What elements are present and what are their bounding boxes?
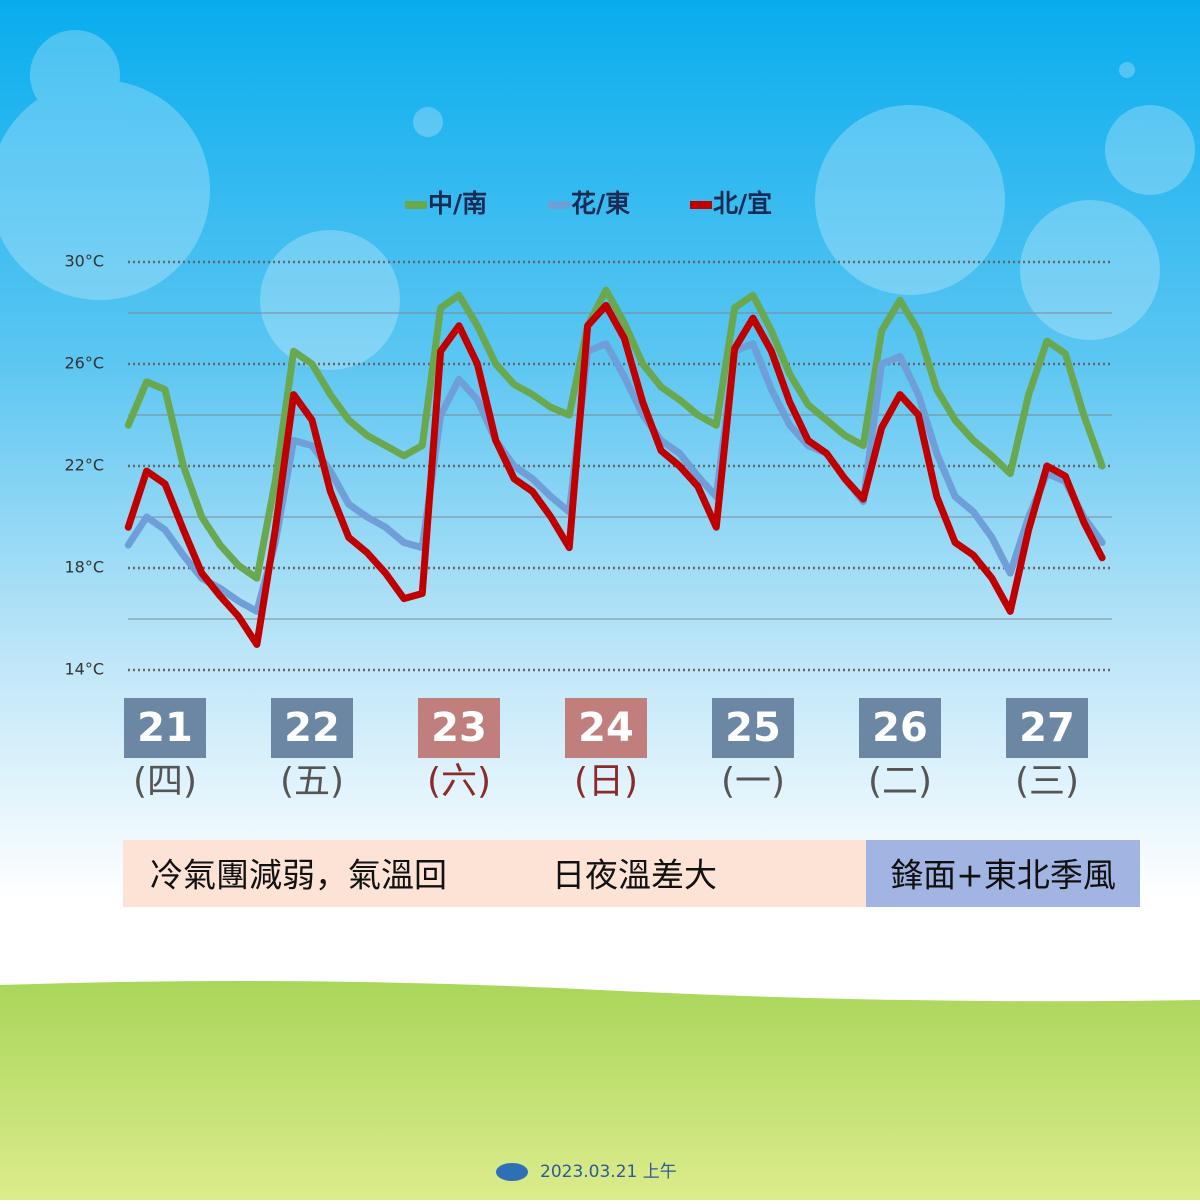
day-box — [712, 698, 794, 758]
banner-left — [123, 840, 866, 907]
y-tick-label: 30°C — [64, 252, 104, 271]
day-weekday: (六) — [427, 761, 491, 802]
banner-text: 冷氣團減弱，氣溫回 — [150, 856, 447, 895]
day-box — [565, 698, 647, 758]
banner-right — [866, 840, 1140, 907]
day-weekday: (三) — [1015, 761, 1079, 802]
legend-swatch — [548, 201, 570, 209]
legend-label: 北/宜 — [713, 189, 772, 218]
day-date: 25 — [725, 705, 781, 751]
logo — [496, 1163, 528, 1181]
lines — [124, 286, 1106, 648]
legend: 中/南 花/東 北/宜 — [405, 189, 772, 218]
legend-label: 花/東 — [571, 189, 630, 218]
day-weekday: (四) — [133, 761, 197, 802]
day-weekday: (二) — [868, 761, 932, 802]
day-weekday: (日) — [574, 761, 638, 802]
day-date: 22 — [284, 705, 340, 751]
day-weekday: (五) — [280, 761, 344, 802]
day-box — [124, 698, 206, 758]
clouds — [0, 30, 1195, 370]
legend-label: 中/南 — [428, 189, 487, 218]
day-box — [859, 698, 941, 758]
legend-swatch — [405, 201, 427, 209]
series-line — [124, 340, 1106, 615]
day-date: 21 — [137, 705, 193, 751]
y-tick-label: 26°C — [64, 354, 104, 373]
series-line — [124, 286, 1106, 582]
day-date: 27 — [1019, 705, 1075, 751]
day-box — [1006, 698, 1088, 758]
legend-swatch — [690, 201, 712, 209]
y-tick-label: 22°C — [64, 456, 104, 475]
footer: 2023.03.21 上午 — [540, 1162, 677, 1182]
day-labels: 21 (四) 22 (五) 23 (六) 24 (日) 25 (一) 26 (二) 27 (三) — [124, 698, 1088, 802]
y-tick-label: 18°C — [64, 558, 104, 577]
grass — [0, 981, 1200, 1200]
banner-text: 鋒面+東北季風 — [890, 856, 1116, 895]
day-weekday: (一) — [721, 761, 785, 802]
day-date: 26 — [872, 705, 928, 751]
day-box — [418, 698, 500, 758]
day-date: 23 — [431, 705, 487, 751]
day-box — [271, 698, 353, 758]
y-tick-label: 14°C — [64, 660, 104, 679]
series-line — [124, 301, 1106, 648]
banner-text: 日夜溫差大 — [552, 856, 717, 895]
day-date: 24 — [578, 705, 634, 751]
